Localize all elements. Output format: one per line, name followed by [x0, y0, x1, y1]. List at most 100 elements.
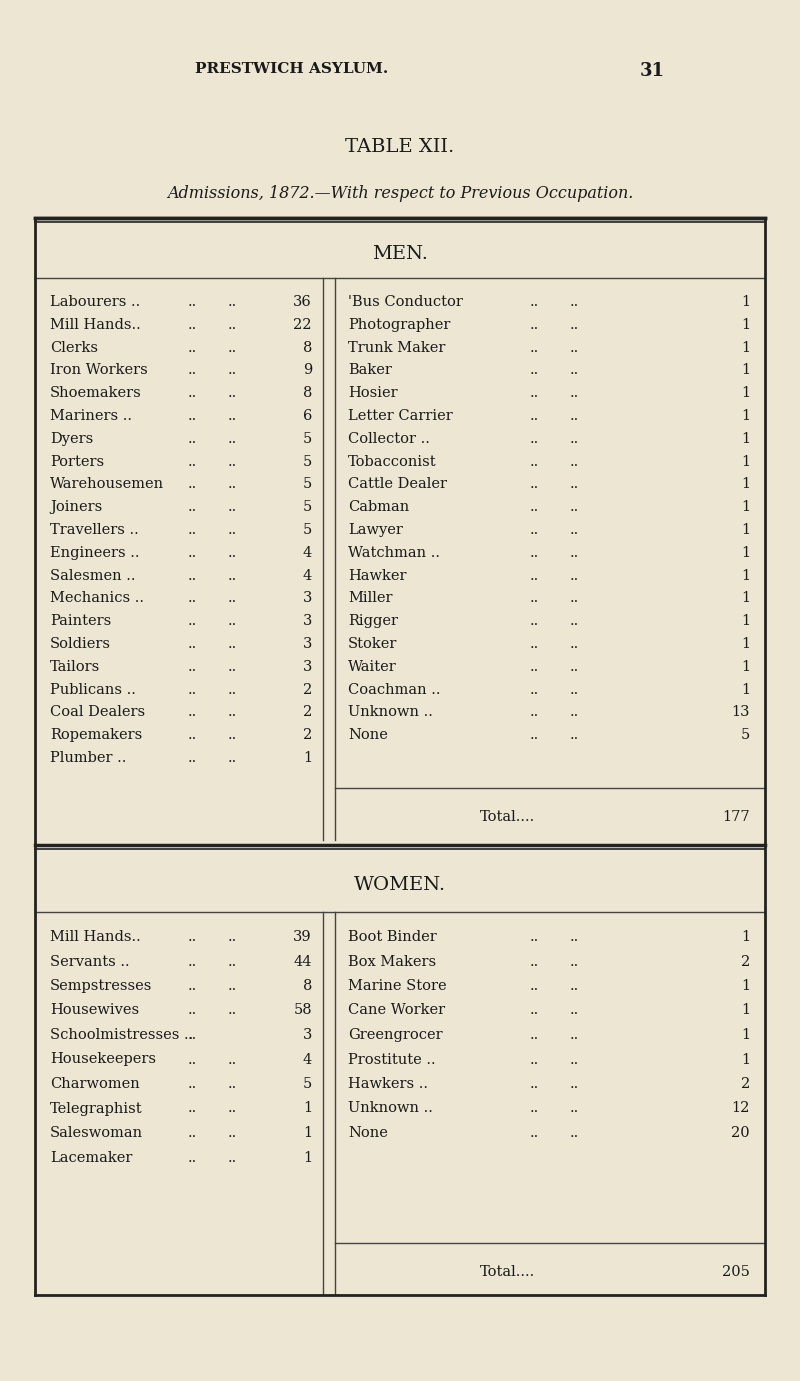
Text: 3: 3 [302, 1027, 312, 1043]
Text: ..: .. [188, 1027, 198, 1043]
Text: ..: .. [570, 454, 579, 468]
Text: ..: .. [530, 591, 539, 605]
Text: ..: .. [188, 615, 198, 628]
Text: 1: 1 [741, 979, 750, 993]
Text: ..: .. [188, 1052, 198, 1066]
Text: Boot Binder: Boot Binder [348, 929, 437, 945]
Text: Mill Hands..: Mill Hands.. [50, 318, 141, 331]
Text: ..: .. [188, 1004, 198, 1018]
Text: Joiners: Joiners [50, 500, 102, 514]
Text: ..: .. [188, 1150, 198, 1164]
Text: ..: .. [228, 682, 238, 696]
Text: ..: .. [228, 954, 238, 968]
Text: ..: .. [228, 545, 238, 559]
Text: ..: .. [570, 591, 579, 605]
Text: 1: 1 [741, 454, 750, 468]
Text: 1: 1 [741, 296, 750, 309]
Text: 1: 1 [741, 1027, 750, 1043]
Text: 1: 1 [741, 432, 750, 446]
Text: ..: .. [188, 706, 198, 720]
Text: ..: .. [188, 478, 198, 492]
Text: ..: .. [570, 706, 579, 720]
Text: ..: .. [570, 1077, 579, 1091]
Text: ..: .. [188, 929, 198, 945]
Text: ..: .. [570, 1126, 579, 1139]
Text: ..: .. [228, 569, 238, 583]
Text: PRESTWICH ASYLUM.: PRESTWICH ASYLUM. [195, 62, 388, 76]
Text: ..: .. [188, 341, 198, 355]
Text: Photographer: Photographer [348, 318, 450, 331]
Text: ..: .. [228, 478, 238, 492]
Text: ..: .. [228, 318, 238, 331]
Text: ..: .. [530, 1077, 539, 1091]
Text: ..: .. [570, 569, 579, 583]
Text: 1: 1 [303, 1126, 312, 1139]
Text: ..: .. [228, 432, 238, 446]
Text: 1: 1 [741, 1004, 750, 1018]
Text: ..: .. [228, 363, 238, 377]
Text: ..: .. [530, 1004, 539, 1018]
Text: ..: .. [570, 387, 579, 400]
Text: ..: .. [570, 979, 579, 993]
Text: ..: .. [570, 1102, 579, 1116]
Text: Hawkers ..: Hawkers .. [348, 1077, 428, 1091]
Text: Labourers ..: Labourers .. [50, 296, 140, 309]
Text: ..: .. [188, 545, 198, 559]
Text: ..: .. [570, 728, 579, 742]
Text: Plumber ..: Plumber .. [50, 751, 126, 765]
Text: ..: .. [570, 1004, 579, 1018]
Text: ..: .. [228, 979, 238, 993]
Text: ..: .. [188, 728, 198, 742]
Text: 5: 5 [302, 454, 312, 468]
Text: ..: .. [530, 1102, 539, 1116]
Text: ..: .. [228, 1052, 238, 1066]
Text: ..: .. [228, 660, 238, 674]
Text: Tailors: Tailors [50, 660, 100, 674]
Text: 31: 31 [640, 62, 665, 80]
Text: ..: .. [228, 1004, 238, 1018]
Text: Schoolmistresses ..: Schoolmistresses .. [50, 1027, 194, 1043]
Text: ..: .. [570, 545, 579, 559]
Text: ..: .. [228, 591, 238, 605]
Text: 36: 36 [294, 296, 312, 309]
Text: 4: 4 [302, 569, 312, 583]
Text: ..: .. [188, 296, 198, 309]
Text: ..: .. [228, 751, 238, 765]
Text: 177: 177 [722, 811, 750, 824]
Text: Clerks: Clerks [50, 341, 98, 355]
Text: Mill Hands..: Mill Hands.. [50, 929, 141, 945]
Text: ..: .. [228, 387, 238, 400]
Text: ..: .. [570, 929, 579, 945]
Text: Total....: Total.... [480, 1265, 535, 1279]
Text: Iron Workers: Iron Workers [50, 363, 148, 377]
Text: 1: 1 [741, 545, 750, 559]
Text: Marine Store: Marine Store [348, 979, 446, 993]
Text: ..: .. [530, 409, 539, 423]
Text: ..: .. [530, 706, 539, 720]
Text: ..: .. [530, 615, 539, 628]
Text: ..: .. [188, 954, 198, 968]
Text: ..: .. [228, 1126, 238, 1139]
Text: ..: .. [188, 432, 198, 446]
Text: ..: .. [570, 615, 579, 628]
Text: ..: .. [188, 363, 198, 377]
Text: ..: .. [188, 682, 198, 696]
Text: 8: 8 [302, 979, 312, 993]
Text: Charwomen: Charwomen [50, 1077, 140, 1091]
Text: Dyers: Dyers [50, 432, 94, 446]
Text: ..: .. [188, 1102, 198, 1116]
Text: 3: 3 [302, 591, 312, 605]
Text: ..: .. [188, 660, 198, 674]
Text: ..: .. [530, 500, 539, 514]
Text: ..: .. [188, 523, 198, 537]
Text: Shoemakers: Shoemakers [50, 387, 142, 400]
Text: Collector ..: Collector .. [348, 432, 430, 446]
Text: 6: 6 [302, 409, 312, 423]
Text: Miller: Miller [348, 591, 393, 605]
Text: ..: .. [570, 363, 579, 377]
Text: Soldiers: Soldiers [50, 637, 111, 650]
Text: 20: 20 [731, 1126, 750, 1139]
Text: ..: .. [530, 1027, 539, 1043]
Text: Housekeepers: Housekeepers [50, 1052, 156, 1066]
Text: ..: .. [570, 637, 579, 650]
